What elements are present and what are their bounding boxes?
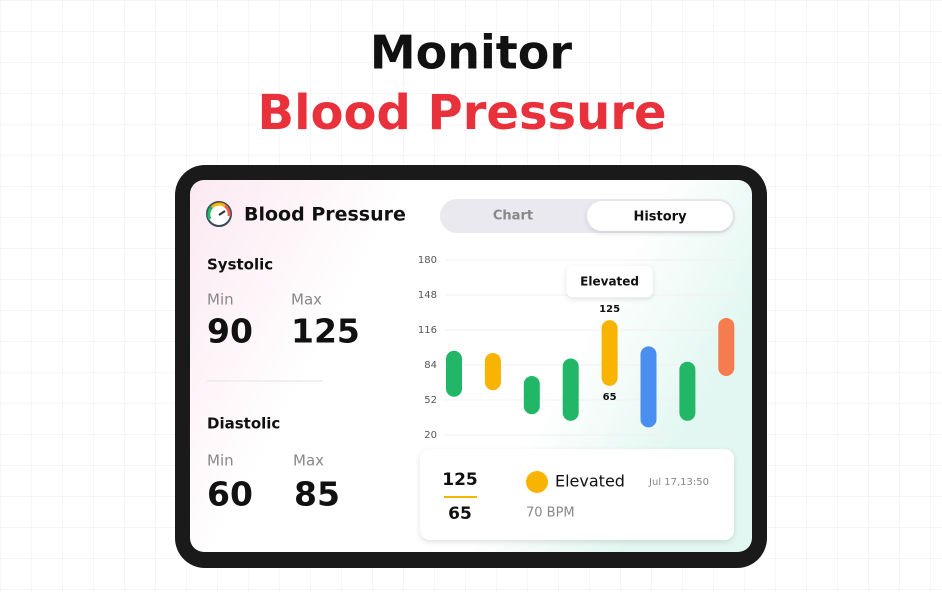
range-bar — [679, 361, 696, 421]
y-tick-label: 148 — [418, 290, 437, 301]
reading-diastolic: 65 — [448, 504, 472, 524]
stat-label: Min — [207, 291, 234, 309]
bar-label-low: 65 — [603, 392, 617, 403]
range-bar — [523, 375, 540, 415]
stat-value: 60 — [207, 475, 253, 514]
range-bar — [601, 320, 618, 386]
tab[interactable]: History — [633, 210, 687, 225]
tab-active[interactable] — [587, 201, 733, 231]
stat-value: 125 — [291, 312, 360, 351]
chart: 20 52 84 116 148 180 125 65 Elevated — [418, 255, 735, 441]
bar-label-high: 125 — [599, 304, 620, 315]
stat-label: Max — [293, 452, 324, 470]
reading-card[interactable] — [420, 449, 734, 540]
headline: Monitor — [370, 26, 572, 80]
reading-pulse: 70 BPM — [526, 506, 575, 521]
range-bar — [718, 317, 735, 376]
tooltip-text: Elevated — [580, 275, 639, 289]
stat-label: Min — [207, 452, 234, 470]
range-bar — [446, 350, 462, 397]
headline-accent: Blood Pressure — [257, 85, 666, 141]
stat-value: 90 — [207, 312, 253, 351]
tooltip — [566, 266, 653, 298]
tab[interactable]: Chart — [493, 209, 533, 224]
app-icon — [206, 201, 232, 227]
app-title: Blood Pressure — [244, 204, 406, 226]
status-dot — [526, 471, 548, 493]
range-bar — [640, 346, 657, 428]
y-tick-label: 52 — [424, 395, 437, 406]
stat-label: Max — [291, 291, 322, 309]
y-tick-label: 20 — [424, 430, 437, 441]
y-tick-label: 84 — [424, 360, 437, 371]
range-bar — [562, 358, 579, 421]
reading-time: Jul 17,13:50 — [648, 477, 709, 488]
y-tick-label: 180 — [418, 255, 437, 266]
range-bar — [484, 352, 501, 391]
reading-systolic: 125 — [442, 470, 478, 490]
y-tick-label: 116 — [418, 325, 437, 336]
stat-value: 85 — [294, 475, 340, 514]
section-label: Systolic — [207, 256, 273, 274]
section-label: Diastolic — [207, 415, 280, 433]
reading-status: Elevated — [555, 472, 625, 491]
